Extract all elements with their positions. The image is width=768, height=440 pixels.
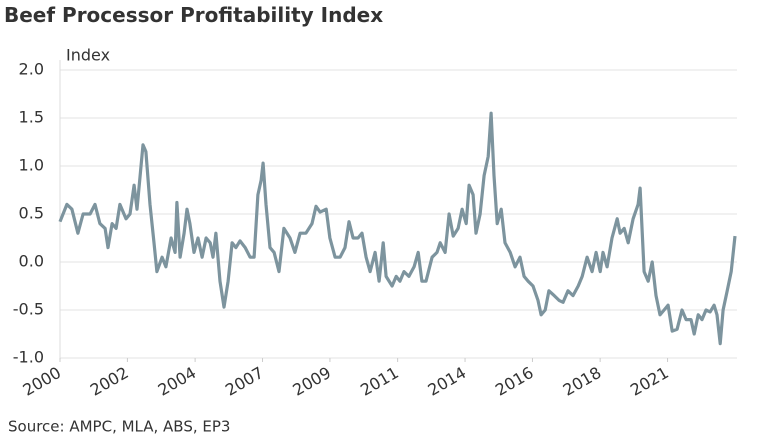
x-tick-label: 2000: [19, 363, 64, 400]
x-tick-label: 2016: [492, 363, 537, 400]
y-tick-label: 2.0: [19, 60, 44, 79]
x-tick-label: 2021: [627, 363, 672, 400]
chart-title: Beef Processor Profitability Index: [4, 3, 383, 27]
x-tick-label: 2009: [289, 363, 334, 400]
y-tick-label: -1.0: [13, 348, 44, 367]
y-tick-label: 0.5: [19, 204, 44, 223]
x-tick-label: 2018: [560, 363, 605, 400]
x-tick-label: 2007: [222, 363, 267, 400]
x-tick-label: 2002: [87, 363, 132, 400]
y-tick-label: 0.0: [19, 252, 44, 271]
y-tick-label: 1.5: [19, 108, 44, 127]
x-tick-label: 2011: [357, 363, 402, 400]
source-note: Source: AMPC, MLA, ABS, EP3: [8, 418, 230, 436]
data-line: [58, 111, 737, 346]
y-tick-label: 1.0: [19, 156, 44, 175]
y-axis-label: Index: [66, 46, 110, 65]
y-tick-label: -0.5: [13, 300, 44, 319]
x-tick-label: 2014: [425, 363, 470, 400]
x-tick-label: 2004: [155, 363, 200, 400]
